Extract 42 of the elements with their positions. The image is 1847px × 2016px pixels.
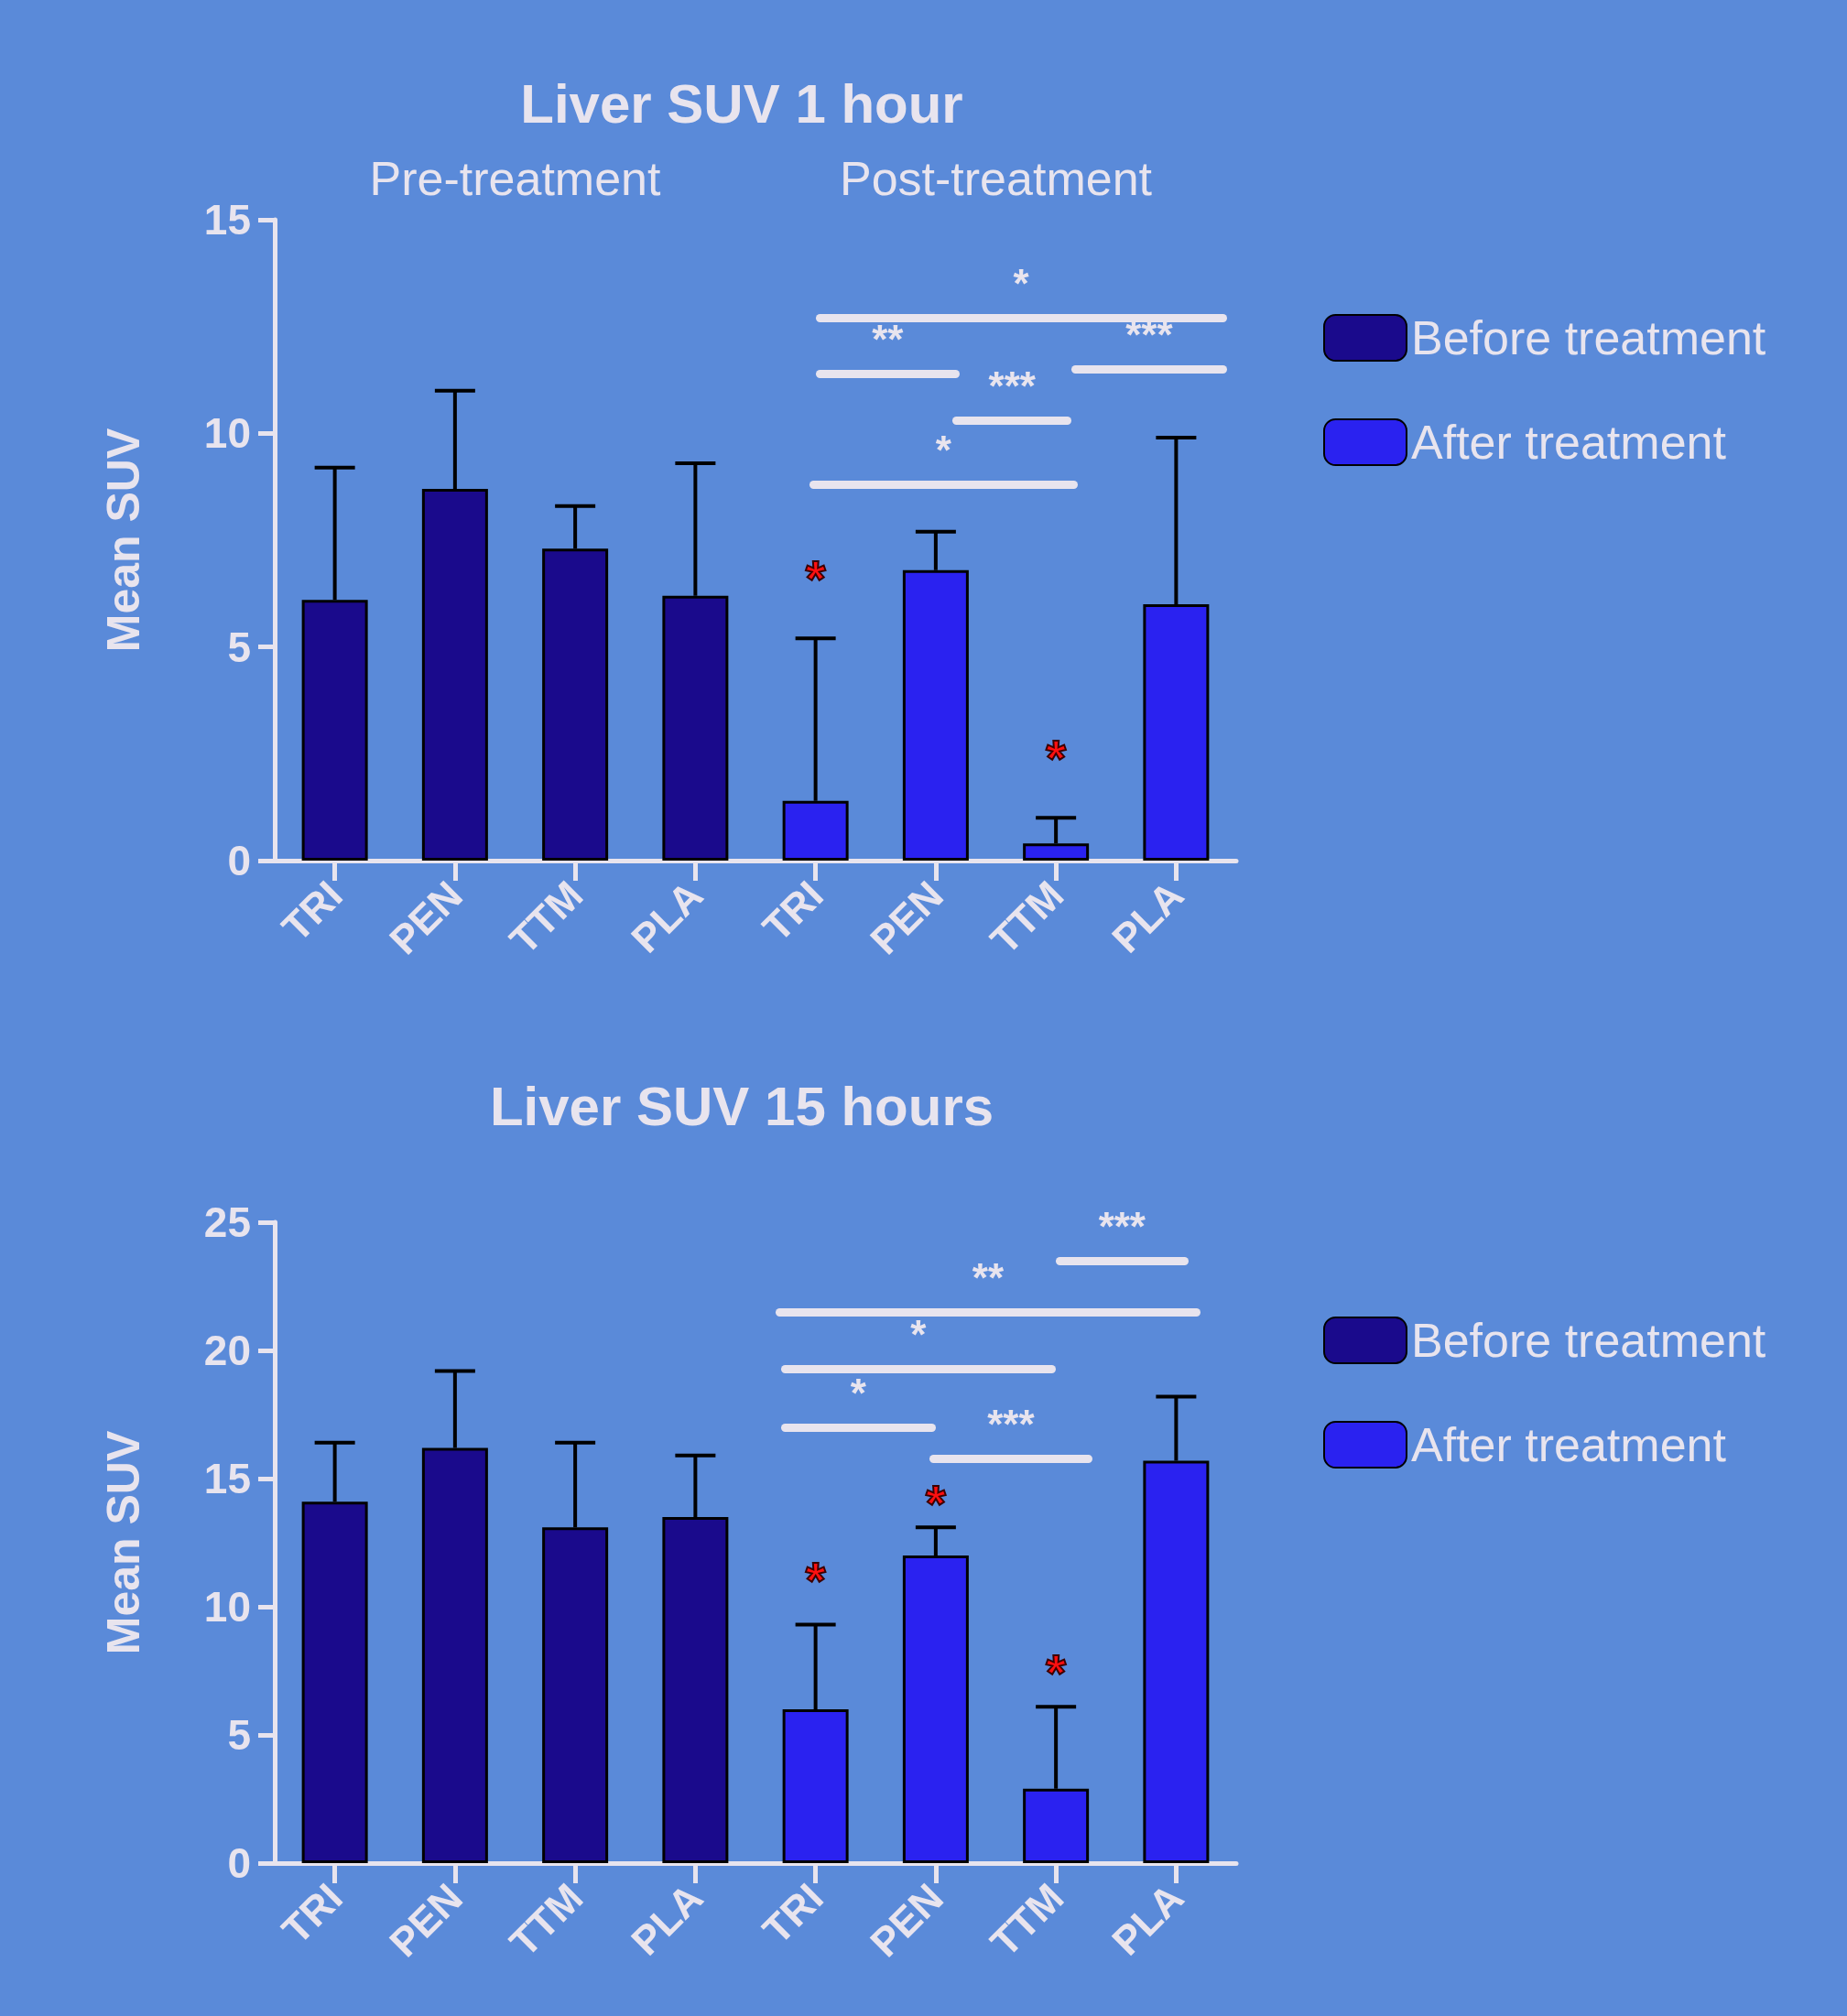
- y-tick-label: 10: [203, 1583, 251, 1631]
- text: Post-treatment: [839, 151, 1153, 206]
- annotation: *: [1012, 261, 1030, 308]
- annotation: ***: [1097, 1204, 1146, 1250]
- x-tick-label: PLA: [1103, 872, 1192, 961]
- x-tick-label: PLA: [1103, 1874, 1192, 1964]
- annotation: *: [1045, 1643, 1067, 1702]
- chart-title: Liver SUV 15 hours: [489, 1075, 994, 1137]
- y-tick-label: 25: [203, 1198, 251, 1246]
- y-axis-title: Mean SUV: [98, 1430, 149, 1655]
- y-axis-title: Mean SUV: [98, 428, 149, 653]
- y-tick-label: 5: [227, 1711, 251, 1759]
- x-tick-label: PLA: [622, 1874, 712, 1964]
- annotation: *: [849, 1371, 867, 1416]
- annotation: **: [971, 1255, 1005, 1301]
- annotation: *: [1045, 729, 1067, 787]
- x-tick-label: TRI: [754, 1874, 831, 1953]
- text: Pre-treatment: [369, 152, 661, 205]
- y-tick-label: 0: [227, 837, 251, 884]
- annotation: *: [924, 1474, 947, 1533]
- legend-label: After treatment: [1411, 1418, 1727, 1471]
- x-tick-label: TRI: [273, 1874, 351, 1953]
- y-tick-label: 10: [203, 409, 251, 458]
- annotation: *: [909, 1311, 928, 1358]
- annotation: *: [934, 428, 952, 474]
- legend-label: Before treatment: [1411, 1314, 1766, 1367]
- annotation: ***: [987, 363, 1037, 410]
- annotation: ***: [986, 1401, 1036, 1447]
- legend-label: Before treatment: [1411, 311, 1766, 364]
- chart-title: Liver SUV 1 hour: [520, 72, 963, 135]
- x-tick-label: TRI: [273, 872, 351, 950]
- annotation: *: [804, 549, 827, 608]
- annotation: *: [804, 1551, 827, 1610]
- legend-label: After treatment: [1411, 416, 1727, 469]
- x-tick-label: PLA: [622, 872, 712, 961]
- y-tick-label: 0: [227, 1839, 251, 1887]
- y-tick-label: 15: [203, 196, 251, 244]
- y-tick-label: 5: [227, 623, 251, 671]
- x-tick-label: TRI: [754, 872, 831, 950]
- y-tick-label: 20: [203, 1327, 251, 1374]
- annotation: **: [871, 317, 905, 363]
- y-tick-label: 15: [203, 1455, 251, 1502]
